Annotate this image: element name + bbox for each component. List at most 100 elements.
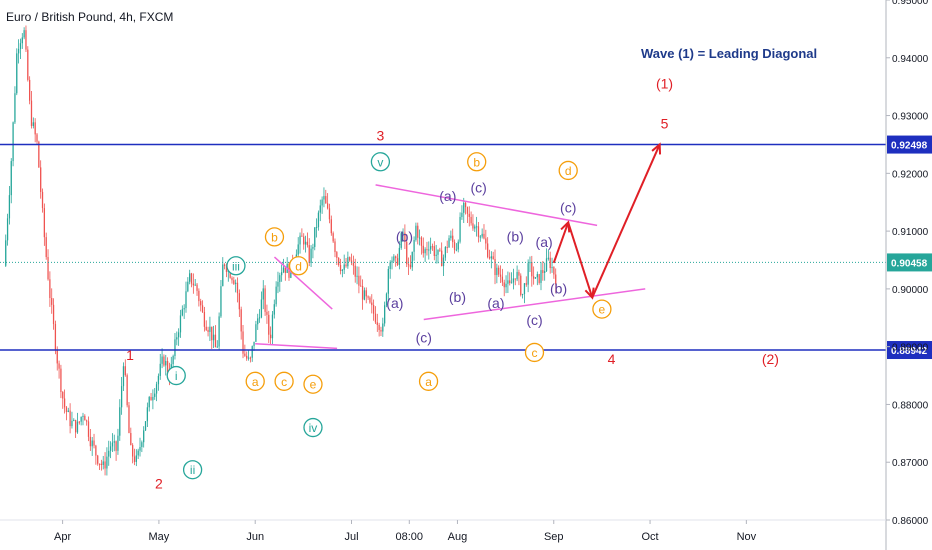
wave-label-circle — [166, 365, 186, 386]
candle-body — [387, 268, 389, 294]
candle-body — [139, 447, 141, 451]
candle-body — [190, 273, 193, 284]
candle-body — [310, 248, 312, 263]
y-tick-label: 0.91000 — [892, 227, 929, 238]
candle-body — [86, 420, 88, 422]
candle-body — [463, 202, 465, 213]
candle-body — [6, 218, 9, 241]
candle-body — [404, 232, 406, 242]
candle-body — [124, 366, 126, 376]
candle-body — [369, 297, 371, 303]
annotation-title: Wave (1) = Leading Diagonal — [641, 46, 818, 61]
candle-body — [205, 326, 207, 330]
candle-body — [464, 202, 467, 208]
wave-label: d — [295, 259, 302, 273]
candle-body — [223, 264, 226, 266]
x-tick-label: 08:00 — [396, 531, 424, 543]
candle-body — [62, 391, 64, 399]
x-tick-label: May — [149, 531, 170, 543]
candle-body — [444, 247, 446, 258]
candle-body — [255, 324, 257, 342]
candle-body — [67, 410, 69, 412]
wave-label: iii — [232, 259, 240, 273]
candle-body — [481, 233, 483, 237]
candle-body — [474, 226, 476, 229]
candle-body — [132, 445, 134, 457]
candle-body — [47, 257, 49, 280]
wave-label: (a) — [386, 295, 403, 311]
candle-body — [176, 337, 178, 340]
candle-body — [450, 235, 452, 239]
candle-body — [542, 270, 544, 273]
candle-body — [155, 384, 158, 394]
wave-label: a — [252, 375, 259, 389]
candle-body — [395, 256, 397, 259]
x-tick-label: Nov — [737, 531, 757, 543]
wave-label: v — [377, 155, 383, 169]
candle-body — [284, 267, 286, 273]
candle-body — [431, 246, 434, 248]
candle-body — [73, 419, 75, 421]
candle-body — [271, 314, 274, 339]
candle-body — [71, 420, 73, 427]
candle-body — [16, 53, 18, 94]
channel-line — [255, 343, 338, 350]
candle-body — [235, 282, 237, 284]
candle-body — [43, 208, 46, 238]
candle-body — [409, 264, 412, 268]
candle-body — [529, 262, 531, 264]
wave-label: 2 — [155, 476, 163, 492]
candle-body — [301, 235, 303, 237]
candle-body — [172, 355, 174, 365]
candle-body — [417, 225, 419, 238]
candle-body — [165, 360, 167, 366]
candle-body — [538, 274, 540, 283]
wave-label: d — [565, 164, 572, 178]
wave-label: iv — [309, 421, 318, 435]
candle-body — [415, 225, 417, 240]
wave-label: (c) — [470, 179, 486, 195]
candle-body — [122, 366, 125, 387]
candle-body — [308, 245, 310, 263]
candle-body — [189, 273, 191, 282]
candle-body — [214, 334, 217, 348]
candle-body — [52, 304, 55, 325]
candle-body — [512, 278, 515, 283]
candle-body — [319, 205, 321, 213]
candle-body — [418, 237, 421, 239]
candle-body — [247, 357, 250, 359]
candle-body — [384, 305, 386, 324]
level-price-label: 0.88942 — [891, 346, 928, 357]
candle-body — [240, 309, 242, 332]
channel-line — [273, 256, 333, 310]
candle-body — [181, 309, 183, 316]
wave-label: (a) — [439, 188, 456, 204]
y-tick-label: 0.88000 — [892, 400, 929, 411]
candle-body — [177, 332, 180, 338]
candle-body — [389, 262, 391, 269]
candle-body — [207, 329, 209, 332]
candle-body — [446, 247, 448, 249]
candle-body — [317, 212, 320, 228]
candle-body — [518, 272, 520, 276]
wave-label: (b) — [550, 280, 567, 296]
wave-label: c — [531, 346, 537, 360]
candle-body — [251, 346, 253, 358]
candle-body — [442, 257, 445, 267]
candle-body — [65, 407, 68, 412]
candle-body — [157, 375, 160, 385]
candle-body — [264, 288, 266, 312]
wave-label: (c) — [526, 312, 542, 328]
candle-body — [198, 290, 200, 302]
candle-body — [349, 257, 351, 261]
candle-body — [361, 286, 364, 300]
wave-label: 4 — [608, 351, 616, 367]
candle-body — [281, 272, 283, 276]
candle-body — [510, 282, 513, 284]
candle-body — [209, 326, 211, 332]
candle-body — [553, 267, 555, 275]
candle-body — [433, 246, 435, 256]
candle-body — [323, 196, 325, 200]
x-tick-label: Apr — [54, 531, 71, 543]
